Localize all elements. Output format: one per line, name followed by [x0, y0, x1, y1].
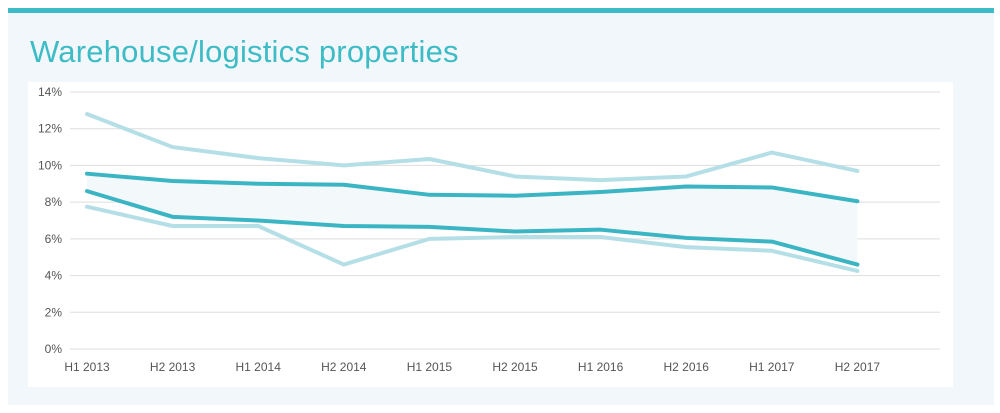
y-tick-label: 2%	[45, 305, 63, 319]
y-tick-label: 0%	[45, 342, 63, 356]
y-tick-label: 8%	[45, 195, 63, 209]
x-tick-label: H2 2017	[835, 360, 881, 374]
x-tick-label: H2 2015	[492, 360, 538, 374]
x-axis-ticks: H1 2013 H2 2013 H1 2014 H2 2014 H1 2015 H2 20…	[64, 360, 880, 374]
dark-series-line-1	[85, 171, 860, 204]
band-area	[87, 173, 858, 265]
light-series-line-3	[85, 204, 860, 273]
y-axis-ticks: 0% 2% 4% 6% 8% 10% 12% 14%	[38, 85, 62, 356]
y-tick-label: 4%	[45, 269, 63, 283]
light-series-line-0	[85, 112, 860, 183]
x-tick-label: H2 2016	[664, 360, 710, 374]
y-tick-label: 12%	[38, 122, 62, 136]
top-accent-rule	[8, 8, 994, 13]
x-tick-label: H2 2013	[150, 360, 196, 374]
x-tick-label: H1 2015	[407, 360, 453, 374]
x-tick-label: H1 2013	[64, 360, 110, 374]
x-tick-label: H1 2016	[578, 360, 624, 374]
range-band	[87, 173, 858, 265]
chart-title: Warehouse/logistics properties	[30, 34, 459, 69]
dark-series-line-2	[85, 189, 860, 267]
x-tick-label: H1 2014	[236, 360, 282, 374]
y-tick-label: 14%	[38, 85, 62, 99]
x-tick-label: H1 2017	[749, 360, 795, 374]
y-tick-label: 6%	[45, 232, 63, 246]
y-tick-label: 10%	[38, 158, 62, 172]
series-lines	[85, 112, 860, 273]
x-tick-label: H2 2014	[321, 360, 367, 374]
